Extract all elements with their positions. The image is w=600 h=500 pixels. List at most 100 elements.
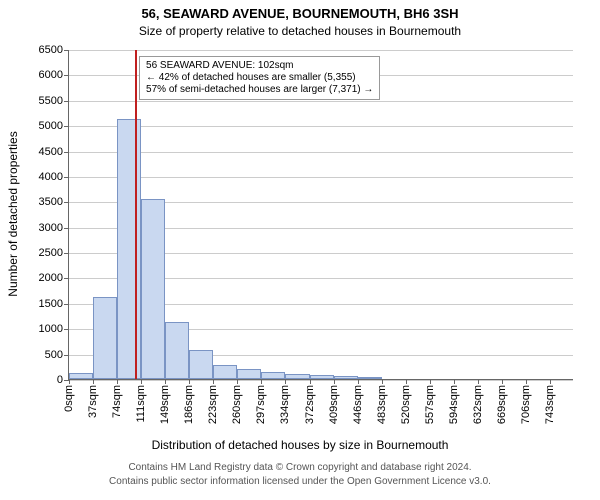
footer-line-2: Contains public sector information licen…	[0, 476, 600, 487]
gridline	[69, 126, 573, 127]
ytick-label: 5500	[39, 95, 63, 107]
ytick-mark	[64, 50, 69, 51]
xtick-mark	[141, 379, 142, 384]
plot-area: 0500100015002000250030003500400045005000…	[68, 50, 573, 380]
gridline	[69, 152, 573, 153]
gridline	[69, 380, 573, 381]
ytick-mark	[64, 304, 69, 305]
histogram-bar	[213, 365, 237, 379]
histogram-bar	[310, 375, 334, 379]
xtick-mark	[502, 379, 503, 384]
xtick-label: 334sqm	[279, 385, 291, 424]
xtick-label: 520sqm	[400, 385, 412, 424]
ytick-label: 6000	[39, 69, 63, 81]
histogram-bar	[261, 372, 285, 379]
xtick-label: 37sqm	[87, 385, 99, 418]
ytick-mark	[64, 355, 69, 356]
xtick-label: 223sqm	[207, 385, 219, 424]
xtick-mark	[358, 379, 359, 384]
xtick-mark	[189, 379, 190, 384]
xtick-mark	[454, 379, 455, 384]
annotation-box: 56 SEAWARD AVENUE: 102sqm← 42% of detach…	[139, 56, 380, 100]
xtick-label: 372sqm	[304, 385, 316, 424]
ytick-label: 1000	[39, 323, 63, 335]
ytick-mark	[64, 152, 69, 153]
ytick-mark	[64, 126, 69, 127]
xtick-label: 409sqm	[328, 385, 340, 424]
xtick-mark	[526, 379, 527, 384]
chart-subtitle: Size of property relative to detached ho…	[0, 24, 600, 38]
gridline	[69, 50, 573, 51]
xtick-mark	[261, 379, 262, 384]
xtick-label: 743sqm	[544, 385, 556, 424]
xtick-mark	[117, 379, 118, 384]
xtick-label: 111sqm	[135, 385, 147, 423]
ytick-label: 1500	[39, 298, 63, 310]
xtick-label: 483sqm	[376, 385, 388, 424]
xtick-label: 297sqm	[255, 385, 267, 424]
ytick-mark	[64, 253, 69, 254]
xtick-label: 260sqm	[231, 385, 243, 424]
ytick-mark	[64, 75, 69, 76]
xtick-label: 149sqm	[159, 385, 171, 424]
xtick-mark	[285, 379, 286, 384]
histogram-bar	[334, 376, 358, 379]
y-axis-label: Number of detached properties	[6, 114, 20, 314]
xtick-mark	[165, 379, 166, 384]
xtick-label: 446sqm	[352, 385, 364, 424]
xtick-mark	[382, 379, 383, 384]
xtick-mark	[93, 379, 94, 384]
ytick-label: 4500	[39, 146, 63, 158]
ytick-label: 3000	[39, 222, 63, 234]
xtick-mark	[406, 379, 407, 384]
xtick-mark	[237, 379, 238, 384]
ytick-label: 2500	[39, 247, 63, 259]
ytick-mark	[64, 228, 69, 229]
histogram-bar	[237, 369, 261, 379]
histogram-bar	[69, 373, 93, 379]
xtick-label: 594sqm	[448, 385, 460, 424]
histogram-bar	[117, 119, 141, 379]
xtick-mark	[430, 379, 431, 384]
xtick-label: 0sqm	[63, 385, 75, 412]
property-marker-line	[135, 50, 137, 379]
xtick-mark	[69, 379, 70, 384]
histogram-bar	[285, 374, 310, 379]
histogram-bar	[165, 322, 189, 379]
xtick-mark	[334, 379, 335, 384]
ytick-label: 500	[45, 349, 63, 361]
ytick-label: 2000	[39, 272, 63, 284]
x-axis-label: Distribution of detached houses by size …	[0, 438, 600, 452]
ytick-mark	[64, 329, 69, 330]
histogram-bar	[93, 297, 117, 379]
gridline	[69, 101, 573, 102]
chart-title: 56, SEAWARD AVENUE, BOURNEMOUTH, BH6 3SH	[0, 6, 600, 21]
gridline	[69, 177, 573, 178]
xtick-mark	[310, 379, 311, 384]
annotation-line: ← 42% of detached houses are smaller (5,…	[146, 72, 373, 84]
histogram-bar	[358, 377, 382, 379]
histogram-bar	[189, 350, 213, 379]
xtick-label: 186sqm	[183, 385, 195, 424]
xtick-mark	[213, 379, 214, 384]
xtick-label: 669sqm	[496, 385, 508, 424]
ytick-mark	[64, 177, 69, 178]
xtick-label: 706sqm	[520, 385, 532, 424]
xtick-label: 557sqm	[424, 385, 436, 424]
ytick-mark	[64, 202, 69, 203]
annotation-line: 56 SEAWARD AVENUE: 102sqm	[146, 60, 373, 72]
xtick-mark	[550, 379, 551, 384]
ytick-label: 6500	[39, 44, 63, 56]
annotation-line: 57% of semi-detached houses are larger (…	[146, 84, 373, 96]
xtick-label: 74sqm	[111, 385, 123, 418]
ytick-label: 5000	[39, 120, 63, 132]
ytick-label: 4000	[39, 171, 63, 183]
chart-container: 56, SEAWARD AVENUE, BOURNEMOUTH, BH6 3SH…	[0, 0, 600, 500]
ytick-mark	[64, 278, 69, 279]
ytick-mark	[64, 101, 69, 102]
xtick-label: 632sqm	[472, 385, 484, 424]
histogram-bar	[141, 199, 166, 379]
ytick-label: 3500	[39, 196, 63, 208]
footer-line-1: Contains HM Land Registry data © Crown c…	[0, 462, 600, 473]
xtick-mark	[478, 379, 479, 384]
